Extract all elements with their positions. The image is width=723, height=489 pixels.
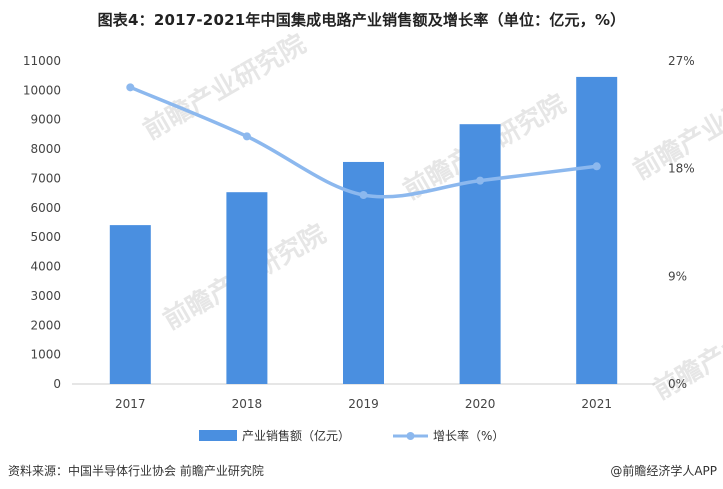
y-left-tick-label: 4000 [30, 260, 61, 274]
y-right-tick-label: 27% [668, 54, 695, 68]
x-tick-label: 2017 [115, 397, 146, 411]
legend-line-marker [406, 432, 415, 440]
bar [109, 225, 151, 384]
line-point [476, 176, 485, 185]
line-point [242, 132, 251, 141]
legend: 产业销售额（亿元） 增长率（%） [199, 428, 504, 443]
bar [226, 192, 268, 384]
y-right-tick-label: 0% [668, 377, 687, 391]
y-left-tick-label: 11000 [23, 54, 61, 68]
line-series [126, 83, 601, 199]
y-right-tick-label: 9% [668, 269, 687, 283]
y-left-tick-label: 7000 [30, 171, 61, 185]
y-axis-left: 0 1000 2000 3000 4000 5000 6000 7000 8000 9000 100… [23, 54, 61, 391]
y-axis-right: 0% 9% 18% 27% [668, 54, 695, 391]
y-right-tick-label: 18% [668, 162, 695, 176]
y-left-tick-label: 0 [53, 377, 61, 391]
y-left-tick-label: 9000 [30, 113, 61, 127]
footer: 资料来源：中国半导体行业协会 前瞻产业研究院 @前瞻经济学人APP [0, 462, 723, 489]
bar [576, 76, 618, 384]
line-point [126, 83, 135, 92]
y-left-tick-label: 6000 [30, 201, 61, 215]
x-axis-ticks: 2017 2018 2019 2020 2021 [115, 397, 612, 411]
y-left-tick-label: 5000 [30, 230, 61, 244]
bar [459, 124, 501, 384]
x-tick-label: 2018 [232, 397, 263, 411]
x-tick-label: 2020 [465, 397, 496, 411]
y-left-tick-label: 10000 [23, 83, 61, 97]
y-left-tick-label: 1000 [30, 348, 61, 362]
watermark-layer: 前瞻产业研究院前瞻产业研究院前瞻产业研究院前瞻产业研究院前瞻产业研究院 [138, 28, 723, 406]
y-left-tick-label: 8000 [30, 142, 61, 156]
source-note: 资料来源：中国半导体行业协会 前瞻产业研究院 [8, 464, 264, 478]
chart-canvas: 前瞻产业研究院前瞻产业研究院前瞻产业研究院前瞻产业研究院前瞻产业研究院 0 100… [23, 28, 723, 443]
line-point [592, 162, 601, 171]
x-tick-label: 2019 [348, 397, 379, 411]
y-left-tick-label: 3000 [30, 289, 61, 303]
legend-bar-swatch [199, 430, 237, 441]
chart-title: 图表4：2017-2021年中国集成电路产业销售额及增长率（单位：亿元，%） [97, 11, 626, 29]
brand-credit: @前瞻经济学人APP [610, 464, 717, 478]
x-tick-label: 2021 [581, 397, 612, 411]
line-point [359, 190, 368, 199]
y-left-tick-label: 2000 [30, 318, 61, 332]
watermark-text: 前瞻产业研究院 [138, 28, 311, 146]
legend-label: 产业销售额（亿元） [242, 428, 350, 443]
legend-label: 增长率（%） [433, 428, 504, 443]
